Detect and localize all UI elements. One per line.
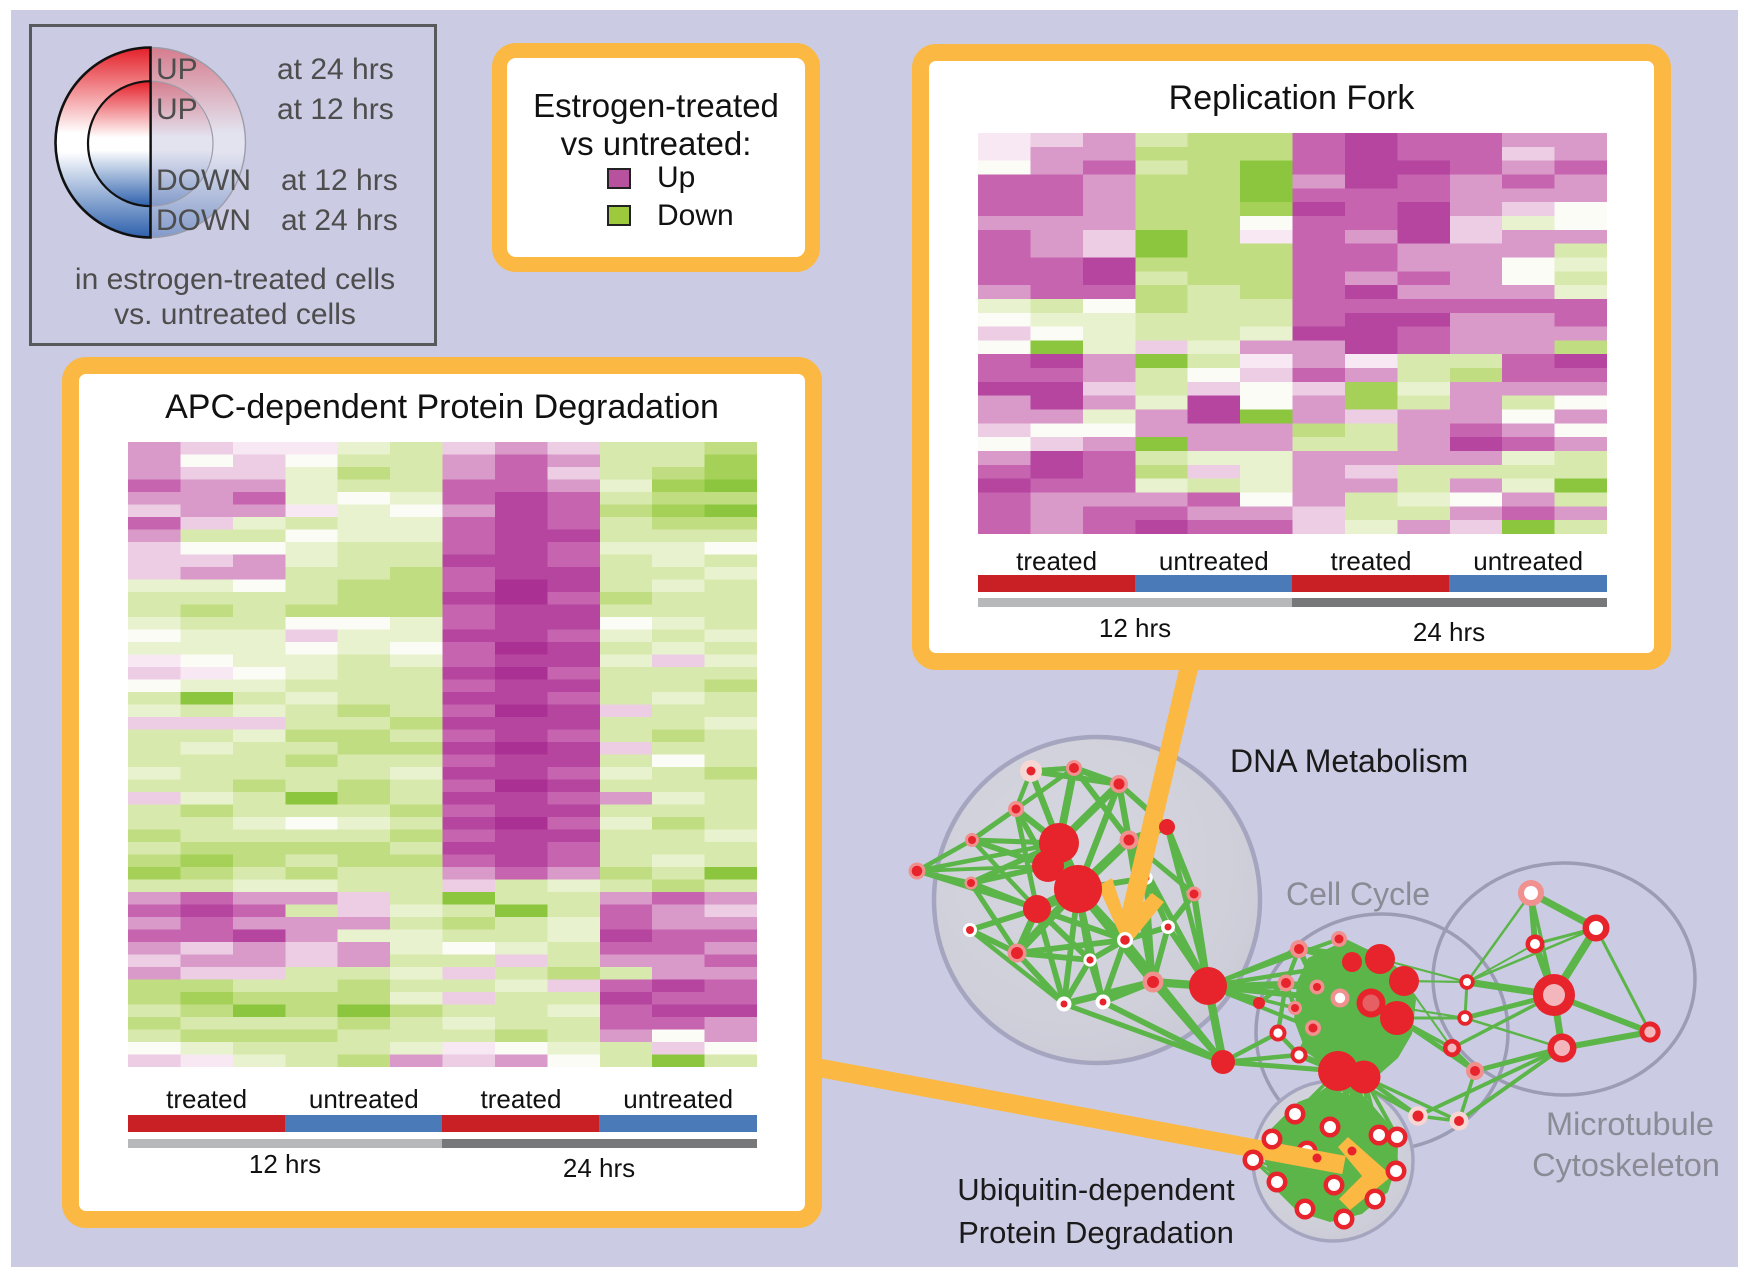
svg-text:Cell Cycle: Cell Cycle (1286, 876, 1430, 912)
svg-text:DNA Metabolism: DNA Metabolism (1230, 743, 1468, 779)
svg-text:Cytoskeleton: Cytoskeleton (1532, 1147, 1720, 1183)
svg-text:Microtubule: Microtubule (1546, 1106, 1714, 1142)
svg-text:Protein Degradation: Protein Degradation (958, 1215, 1234, 1250)
svg-text:Ubiquitin-dependent: Ubiquitin-dependent (957, 1172, 1235, 1207)
